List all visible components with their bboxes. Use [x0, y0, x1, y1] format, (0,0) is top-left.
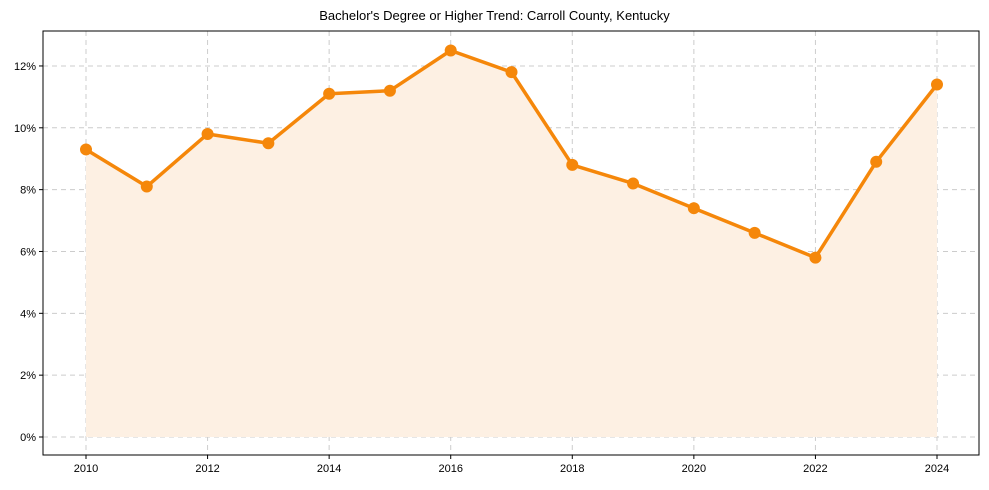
x-tick-label: 2018 [560, 463, 584, 475]
data-point [687, 202, 700, 215]
x-tick-label: 2010 [74, 463, 98, 475]
data-point [748, 226, 761, 239]
x-tick-label: 2024 [925, 463, 949, 475]
x-tick-label: 2022 [803, 463, 827, 475]
x-tick-label: 2020 [682, 463, 706, 475]
data-point [627, 177, 640, 190]
data-point [383, 84, 396, 97]
data-point [80, 143, 92, 156]
x-tick-label: 2014 [317, 463, 341, 475]
y-tick-label: 12% [14, 61, 36, 73]
plot-frame [42, 30, 980, 456]
chart-title: Bachelor's Degree or Higher Trend: Carro… [319, 8, 670, 23]
data-point [870, 155, 883, 168]
data-point [140, 180, 153, 193]
y-tick-label: 8% [20, 185, 36, 197]
data-point [809, 251, 822, 264]
y-tick-label: 4% [20, 308, 36, 320]
data-point [201, 127, 214, 140]
data-point [323, 87, 336, 100]
y-tick-label: 6% [20, 246, 36, 258]
y-tick-label: 10% [14, 123, 36, 135]
area-fill [86, 50, 937, 437]
data-point [566, 158, 579, 171]
data-point [262, 137, 275, 150]
y-tick-label: 2% [20, 370, 36, 382]
data-point [931, 78, 943, 91]
x-tick-label: 2016 [438, 463, 462, 475]
data-point [444, 44, 457, 57]
y-tick-label: 0% [20, 432, 36, 444]
data-point [505, 66, 518, 79]
x-tick-label: 2012 [195, 463, 219, 475]
